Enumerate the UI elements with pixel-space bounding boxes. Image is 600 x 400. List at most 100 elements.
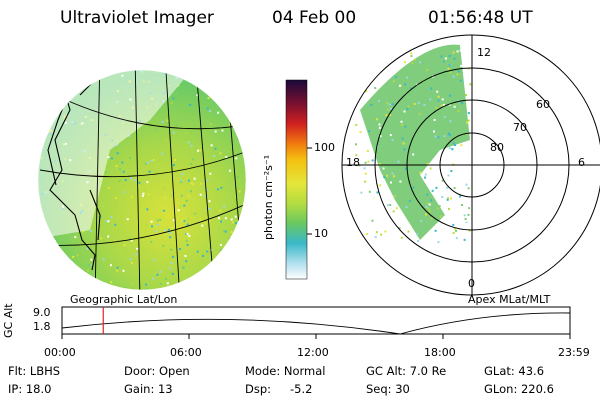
speckle-dot [146, 161, 149, 164]
speckle-dot [373, 198, 376, 201]
speckle-dot [223, 230, 226, 233]
speckle-dot [360, 191, 363, 194]
speckle-dot [48, 239, 51, 242]
speckle-dot [209, 172, 212, 175]
speckle-dot [107, 235, 110, 238]
speckle-dot [235, 157, 238, 160]
speckle-dot [151, 97, 154, 100]
speckle-dot [107, 220, 110, 223]
speckle-dot [212, 264, 215, 267]
speckle-dot [366, 189, 369, 192]
speckle-dot [231, 221, 234, 224]
speckle-dot [84, 115, 87, 118]
speckle-dot [364, 180, 367, 183]
speckle-dot [209, 123, 212, 126]
speckle-dot [162, 209, 165, 212]
speckle-dot [59, 79, 62, 82]
speckle-dot [150, 159, 153, 162]
speckle-dot [465, 221, 468, 224]
speckle-dot [187, 179, 190, 182]
speckle-dot [448, 147, 451, 150]
speckle-dot [186, 232, 189, 235]
speckle-dot [461, 204, 464, 207]
speckle-dot [210, 248, 213, 251]
speckle-dot [430, 79, 433, 82]
speckle-dot [150, 240, 153, 243]
speckle-dot [425, 206, 428, 209]
speckle-dot [182, 266, 185, 269]
speckle-dot [220, 186, 223, 189]
speckle-dot [447, 132, 450, 135]
speckle-dot [443, 60, 446, 63]
speckle-dot [161, 120, 164, 123]
speckle-dot [91, 204, 94, 207]
speckle-dot [380, 155, 383, 158]
speckle-dot [224, 105, 227, 108]
speckle-dot [151, 225, 154, 228]
speckle-dot [241, 222, 244, 225]
speckle-dot [116, 152, 119, 155]
info-glat: GLat: 43.6 [484, 364, 545, 378]
speckle-dot [461, 102, 464, 105]
speckle-dot [414, 58, 417, 61]
speckle-dot [389, 203, 392, 206]
speckle-dot [115, 165, 118, 168]
speckle-dot [424, 176, 427, 179]
speckle-dot [415, 233, 418, 236]
speckle-dot [177, 84, 180, 87]
speckle-dot [90, 199, 93, 202]
speckle-dot [46, 286, 49, 289]
speckle-dot [206, 93, 209, 96]
speckle-dot [356, 241, 359, 244]
speckle-dot [457, 198, 460, 201]
speckle-dot [243, 114, 246, 117]
speckle-dot [38, 272, 41, 275]
speckle-dot [208, 200, 211, 203]
speckle-dot [146, 208, 149, 211]
speckle-dot [358, 91, 361, 94]
speckle-dot [452, 142, 455, 145]
alt-ytick-1-8: 1.8 [33, 320, 51, 333]
speckle-dot [434, 135, 437, 138]
speckle-dot [378, 123, 381, 126]
speckle-dot [102, 258, 105, 261]
speckle-dot [79, 211, 82, 214]
speckle-dot [426, 162, 429, 165]
speckle-dot [149, 92, 152, 95]
speckle-dot [176, 92, 179, 95]
speckle-dot [168, 84, 171, 87]
speckle-dot [412, 153, 415, 156]
speckle-dot [448, 64, 451, 67]
speckle-dot [204, 222, 207, 225]
speckle-dot [217, 111, 220, 114]
speckle-dot [91, 205, 94, 208]
speckle-dot [74, 122, 77, 125]
speckle-dot [390, 181, 393, 184]
speckle-dot [459, 195, 462, 198]
speckle-dot [453, 105, 456, 108]
speckle-dot [375, 231, 378, 234]
speckle-dot [177, 118, 180, 121]
speckle-dot [40, 124, 43, 127]
speckle-dot [103, 286, 106, 289]
speckle-dot [38, 253, 41, 256]
speckle-dot [118, 179, 121, 182]
speckle-dot [129, 238, 132, 241]
speckle-dot [88, 281, 91, 284]
speckle-dot [86, 181, 89, 184]
speckle-dot [447, 67, 450, 70]
speckle-dot [60, 88, 63, 91]
speckle-dot [211, 270, 214, 273]
speckle-dot [430, 199, 433, 202]
speckle-dot [156, 171, 159, 174]
speckle-dot [42, 119, 45, 122]
speckle-dot [223, 255, 226, 258]
speckle-dot [214, 130, 217, 133]
speckle-dot [89, 170, 92, 173]
speckle-dot [244, 201, 246, 204]
speckle-dot [38, 205, 41, 208]
speckle-dot [201, 254, 204, 257]
speckle-dot [399, 180, 402, 183]
speckle-dot [131, 261, 134, 264]
